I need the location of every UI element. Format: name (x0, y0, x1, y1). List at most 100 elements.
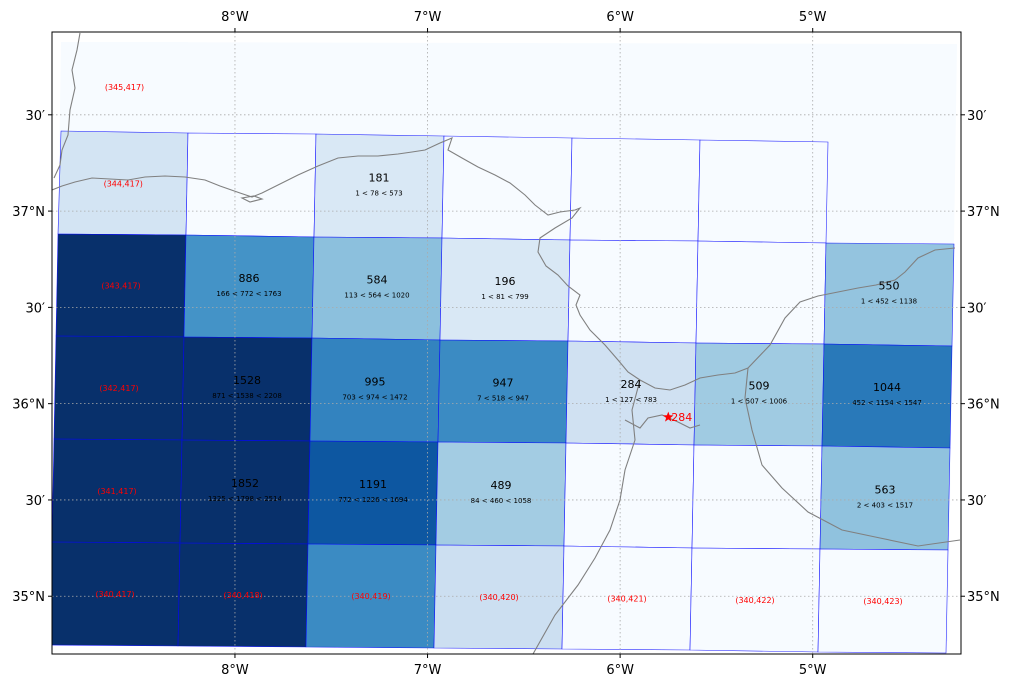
lon-tick-label-bottom: 7°W (414, 663, 442, 678)
cell-count-label: 1528 (233, 374, 261, 387)
cell-range-label: 1325 < 1798 < 2514 (208, 495, 283, 503)
grid-cell-r4-c1 (179, 439, 311, 545)
lon-tick-label-top: 8°W (221, 10, 249, 25)
cell-index-label: (343,417) (101, 282, 140, 291)
cell-count-label: 284 (621, 378, 642, 391)
lat-tick-label-left: 30′ (26, 109, 46, 124)
cell-range-label: 703 < 974 < 1472 (342, 393, 407, 401)
cell-index-label: (344,417) (104, 179, 143, 188)
lon-tick-label-bottom: 5°W (799, 663, 827, 678)
grid-cell-r3-c2 (309, 337, 441, 443)
station-marker-icon (663, 411, 674, 422)
cell-count-label: 1044 (873, 381, 901, 394)
lat-tick-label-left: 37°N (12, 205, 45, 220)
grid-cell-r0-c0 (61, 42, 188, 133)
lat-tick-label-right: 35°N (967, 590, 1000, 605)
grid-cell-r4-c6 (819, 445, 951, 551)
cell-index-label: (340,421) (607, 594, 646, 603)
lat-tick-label-left: 30′ (26, 301, 46, 316)
cell-count-label: 196 (495, 275, 516, 288)
cell-range-label: 1 < 127 < 783 (605, 396, 657, 404)
grid-cell-r1-c1 (185, 132, 317, 238)
lon-tick-label-bottom: 8°W (221, 663, 249, 678)
coastline-path (532, 379, 641, 654)
lat-tick-label-left: 30′ (26, 494, 46, 509)
cell-range-label: 871 < 1538 < 2208 (212, 392, 282, 400)
grid-cell-r1-c4 (569, 137, 701, 242)
cell-index-label: (340,419) (351, 592, 390, 601)
grid-cell-r3-c3 (437, 339, 569, 444)
grid-cell-r2-c3 (439, 237, 571, 342)
coastline-path (240, 195, 264, 203)
coastline-path (744, 367, 961, 547)
grid-cell-r3-c5 (693, 342, 825, 447)
cell-index-label: (340,422) (735, 596, 774, 605)
cell-count-label: 509 (749, 380, 770, 393)
cell-range-label: 2 < 403 < 1517 (857, 501, 913, 509)
grid-cell-r2-c5 (695, 240, 827, 345)
lon-tick-label-top: 5°W (799, 10, 827, 25)
lat-tick-label-left: 36°N (12, 398, 45, 413)
coastline-path (52, 137, 956, 391)
cell-count-label: 489 (491, 479, 512, 492)
grid-cell-r4-c5 (691, 444, 823, 550)
cell-range-label: 84 < 460 < 1058 (471, 497, 532, 505)
lat-tick-label-right: 30′ (967, 301, 987, 316)
cells-layer (52, 42, 955, 654)
cell-index-label: (340,420) (479, 593, 518, 602)
cell-labels-layer: (345,417) (344,417) 181 1 < 78 < 573 (343,41… (95, 83, 921, 606)
cell-count-label: 1852 (231, 477, 259, 490)
lat-tick-label-right: 30′ (967, 109, 987, 124)
lat-tick-label-right: 36°N (967, 398, 1000, 413)
cell-range-label: 166 < 772 < 1763 (216, 290, 281, 298)
cell-count-label: 995 (365, 375, 386, 388)
cell-index-label: (345,417) (105, 83, 144, 92)
cell-range-label: 1 < 452 < 1138 (861, 297, 917, 305)
coastline-path (624, 414, 701, 429)
cell-count-label: 563 (875, 483, 896, 496)
cell-count-label: 886 (239, 272, 260, 285)
axis-ticks-layer: 8°W 8°W 7°W 7°W 6°W 6°W 5°W 5°W 35°N 35°N 30′ 30′ 36… (12, 10, 1000, 678)
grid-cell-r5-c6 (817, 548, 949, 654)
grid-cell-r2-c2 (311, 236, 443, 341)
grid-cell-r3-c6 (821, 343, 953, 449)
coastline-layer (52, 32, 961, 654)
cell-count-label: 550 (879, 279, 900, 292)
grid-cell-r4-c3 (435, 441, 567, 547)
marker-layer: 284 (663, 411, 692, 424)
cell-index-label: (340,417) (95, 590, 134, 599)
grid-cell-r2-c1 (183, 234, 315, 339)
cell-index-label: (340,418) (223, 591, 262, 600)
cell-count-label: 947 (493, 377, 514, 390)
grid-cell-r2-c4 (567, 239, 699, 344)
cell-range-label: 452 < 1154 < 1547 (852, 399, 922, 407)
grid-cell-r3-c4 (565, 340, 697, 446)
cell-count-label: 181 (369, 171, 390, 184)
grid-cell-r3-c1 (181, 336, 313, 442)
cell-index-label: (342,417) (99, 384, 138, 393)
graticule-lines (52, 32, 961, 654)
cell-count-label: 1191 (359, 478, 387, 491)
grid-cell-r4-c2 (307, 440, 439, 546)
cell-range-label: 1 < 78 < 573 (355, 189, 402, 197)
lon-tick-label-bottom: 6°W (606, 663, 634, 678)
grid-cell-r1-c5 (697, 139, 829, 244)
cell-range-label: 7 < 518 < 947 (477, 395, 529, 403)
cell-range-label: 772 < 1226 < 1694 (338, 496, 408, 504)
lon-tick-label-top: 7°W (414, 10, 442, 25)
lat-tick-label-right: 37°N (967, 205, 1000, 220)
map-frame (51, 31, 962, 655)
grid-cell-r2-c6 (823, 242, 955, 347)
cell-index-label: (340,423) (863, 597, 902, 606)
cell-range-label: 1 < 81 < 799 (481, 293, 528, 301)
cell-range-label: 1 < 507 < 1006 (731, 398, 788, 406)
coastline-path (53, 32, 81, 179)
lon-tick-label-top: 6°W (606, 10, 634, 25)
lat-tick-label-left: 35°N (12, 590, 45, 605)
cell-range-label: 113 < 564 < 1020 (344, 291, 409, 299)
lat-tick-label-right: 30′ (967, 494, 987, 509)
cell-index-label: (341,417) (97, 487, 136, 496)
marker-label: 284 (671, 411, 692, 424)
cell-count-label: 584 (367, 273, 388, 286)
